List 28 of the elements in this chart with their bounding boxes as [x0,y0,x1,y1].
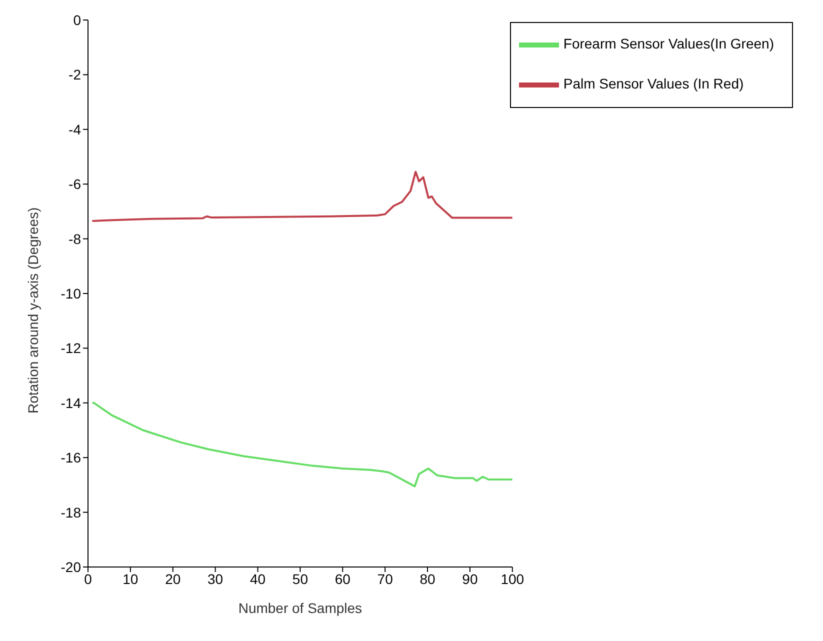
y-tick-label: -16 [60,450,82,466]
x-tick-label: 90 [462,570,478,587]
x-tick-label: 50 [292,570,308,587]
x-tick-label: 60 [334,570,351,587]
line-series [91,402,512,488]
y-tick-label: -14 [60,394,82,411]
y-tick-label: -10 [60,285,82,302]
y-tick-label: -12 [60,340,82,356]
y-tick-label: -4 [68,121,82,138]
y-tick-label: -2 [68,66,82,83]
y-axis-title: Rotation around y-axis (Degrees) [24,207,41,414]
x-tick-label: 70 [377,570,394,587]
x-tick-label: 20 [165,570,181,587]
x-axis-title: Number of Samples [238,600,362,616]
y-tick-label: 0 [73,12,82,28]
y-tick-label: -6 [68,176,82,192]
line-series [91,170,512,222]
y-tick-label: -18 [60,504,82,520]
x-tick-label: 30 [208,570,224,587]
y-tick-label: -8 [68,230,82,247]
x-tick-label: 10 [122,570,138,587]
legend-label: Forearm Sensor Values(In Green) [563,36,774,52]
x-tick-label: 0 [84,570,92,587]
legend-label: Palm Sensor Values (In Red) [563,76,744,92]
x-tick-label: 80 [420,570,436,587]
y-tick-label: -20 [60,558,82,575]
x-tick-label: 100 [500,570,524,587]
x-tick-label: 40 [250,570,266,587]
